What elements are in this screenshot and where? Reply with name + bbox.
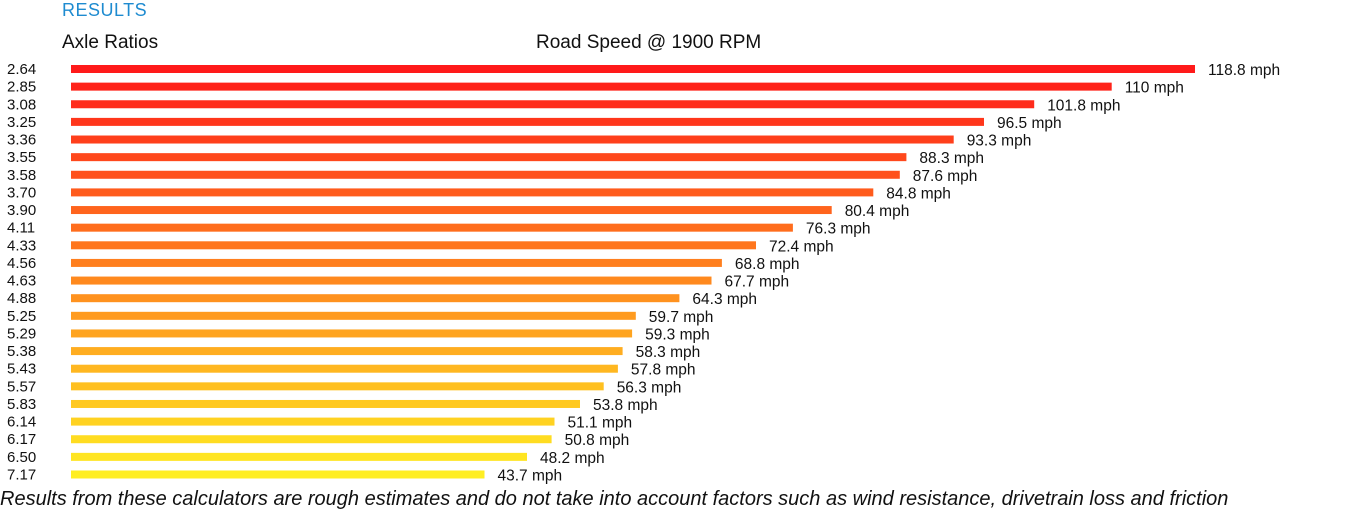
speed-value-label: 76.3 mph [806,221,871,238]
axle-ratio-label: 4.63 [7,273,36,290]
speed-bar [71,188,874,197]
speed-value-label: 96.5 mph [997,115,1062,132]
speed-value-label: 59.3 mph [645,326,710,343]
speed-value-label: 84.8 mph [886,185,951,202]
speed-value-label: 110 mph [1125,80,1184,97]
speed-value-label: 68.8 mph [735,256,800,273]
speed-bar [71,153,907,162]
speed-bar [71,329,633,338]
axle-ratio-label: 5.25 [7,308,36,325]
road-speed-bar-chart: 2.64 118.8 mph 2.85 110 mph 3.08 101.8 mph 3.2… [7,61,1280,484]
speed-value-label: 50.8 mph [565,432,630,449]
speed-bar [71,294,680,303]
speed-value-label: 101.8 mph [1047,97,1120,114]
speed-bar [71,470,485,479]
axle-ratio-label: 2.85 [7,79,36,96]
speed-bar [71,135,954,144]
axle-ratio-label: 7.17 [7,466,36,483]
axle-ratio-label: 5.43 [7,361,36,378]
speed-value-label: 57.8 mph [631,362,696,379]
speed-value-label: 118.8 mph [1208,62,1280,79]
speed-bar [71,417,555,426]
speed-value-label: 58.3 mph [636,344,701,361]
axle-ratio-label: 4.56 [7,255,36,272]
speed-bar [71,65,1195,73]
speed-bar [71,311,636,320]
axle-ratio-label: 5.83 [7,396,36,413]
disclaimer-footnote: Results from these calculators are rough… [0,488,1229,510]
speed-value-label: 80.4 mph [845,203,910,220]
axle-ratio-label: 3.08 [7,96,36,113]
axle-ratio-label: 5.29 [7,325,36,342]
section-title: RESULTS [62,0,148,20]
speed-bar [71,382,604,391]
speed-value-label: 64.3 mph [692,291,757,308]
axle-ratio-label: 6.14 [7,414,36,431]
axle-ratios-header: Axle Ratios [62,32,159,53]
speed-value-label: 67.7 mph [725,274,790,291]
speed-bar [71,170,900,179]
speed-value-label: 48.2 mph [540,450,605,467]
speed-value-label: 53.8 mph [593,397,658,414]
speed-value-label: 43.7 mph [498,467,563,484]
axle-ratio-label: 3.70 [7,184,36,201]
axle-ratio-label: 5.38 [7,343,36,360]
speed-value-label: 56.3 mph [617,379,682,396]
axle-ratio-label: 4.33 [7,237,36,254]
speed-bar [71,276,712,285]
axle-ratio-label: 5.57 [7,378,36,395]
speed-value-label: 72.4 mph [769,238,834,255]
speed-bar [71,241,756,250]
speed-value-label: 93.3 mph [967,133,1032,150]
axle-ratio-label: 3.90 [7,202,36,219]
speed-bar [71,364,618,373]
axle-ratio-label: 6.17 [7,431,36,448]
speed-bar [71,117,984,126]
speed-bar [71,399,580,408]
speed-value-label: 87.6 mph [913,168,978,185]
axle-ratio-label: 3.55 [7,149,36,166]
speed-bar [71,82,1112,91]
speed-bar [71,206,832,215]
speed-bar [71,100,1035,109]
axle-ratio-label: 4.88 [7,290,36,307]
axle-ratio-label: 3.25 [7,114,36,131]
speed-bar [71,223,793,232]
speed-bar [71,452,527,461]
axle-ratio-label: 4.11 [7,220,35,237]
speed-value-label: 88.3 mph [919,150,984,167]
speed-bar [71,258,722,267]
chart-title: Road Speed @ 1900 RPM [536,32,762,53]
axle-ratio-label: 6.50 [7,449,36,466]
axle-ratio-label: 3.58 [7,167,36,184]
speed-value-label: 59.7 mph [649,309,714,326]
axle-ratio-label: 2.64 [7,61,36,78]
axle-ratio-label: 3.36 [7,132,36,149]
speed-value-label: 51.1 mph [568,415,633,432]
speed-bar [71,347,623,356]
speed-bar [71,435,552,444]
